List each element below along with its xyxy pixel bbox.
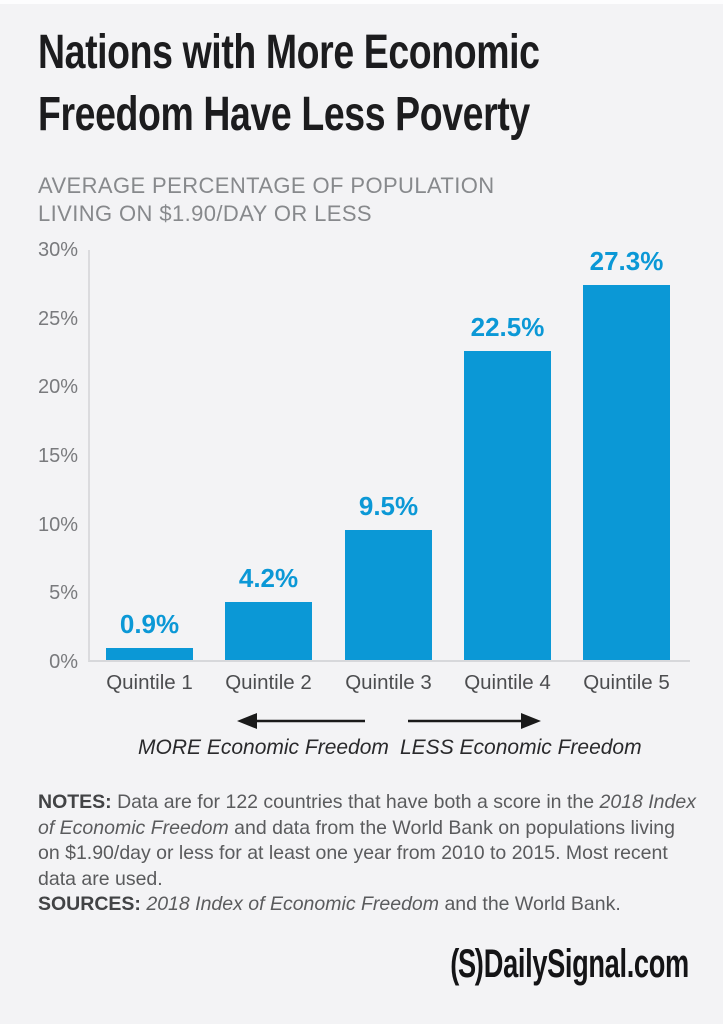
y-axis-tick-label: 15% <box>37 445 78 467</box>
y-axis-tick-label: 5% <box>49 582 78 605</box>
chart-subtitle: AVERAGE PERCENTAGE OF POPULATION LIVING … <box>38 172 598 228</box>
bar-column: 22.5% Quintile 4 <box>464 250 551 694</box>
direction-arrows <box>237 713 541 729</box>
page-title-line2: Freedom Have Less Poverty <box>38 88 530 141</box>
page-title-line1: Nations with More Economic <box>38 26 540 79</box>
bar-quintile-1 <box>106 647 193 660</box>
daily-signal-logo: (S)DailySignal.com <box>450 942 689 987</box>
note-text: Data are for 122 countries that have bot… <box>111 791 600 813</box>
bar-column: 4.2% Quintile 2 <box>225 250 312 694</box>
y-axis-tick-label: 30% <box>37 239 78 261</box>
note-italic-text: 2018 Index of Economic Freedom <box>146 893 440 915</box>
more-economic-freedom-label: MORE Economic Freedom <box>138 736 389 759</box>
x-axis-label: Quintile 3 <box>345 671 432 694</box>
bar-column: 27.3% Quintile 5 <box>583 246 670 694</box>
note-text: and the World Bank. <box>439 893 621 915</box>
note-label: NOTES: <box>38 791 112 813</box>
bar-quintile-2 <box>225 602 312 660</box>
note-italic-text: 2018 Index of Economic Freedom <box>38 791 696 839</box>
note-text: and data from the World Bank on populati… <box>38 816 675 890</box>
bar-quintile-5 <box>583 285 670 660</box>
note-label: SOURCES: <box>38 893 141 915</box>
y-axis-tick-label: 10% <box>37 513 78 536</box>
notes-and-sources: NOTES: Data are for 122 countries that h… <box>38 790 698 918</box>
y-axis-tick-label: 25% <box>37 307 78 330</box>
top-edge-strip <box>0 0 723 4</box>
left-arrowhead-icon <box>237 713 257 729</box>
x-axis-label: Quintile 1 <box>106 671 193 694</box>
page-title: Nations with More Economic Freedom Have … <box>38 22 693 146</box>
less-freedom-arrow <box>408 713 541 729</box>
bar-column: 9.5% Quintile 3 <box>345 250 432 694</box>
x-axis-label: Quintile 5 <box>583 671 670 694</box>
x-axis-label: Quintile 2 <box>225 671 312 694</box>
less-economic-freedom-label: LESS Economic Freedom <box>400 736 642 759</box>
x-axis-label: Quintile 4 <box>464 671 551 694</box>
daily-signal-logo-mark-icon: (S) <box>450 942 484 986</box>
bar-chart-plot-area: 0.9% Quintile 1 4.2% Quintile 2 9.5% Quintile… <box>88 246 690 694</box>
daily-signal-logo-text: DailySignal.com <box>483 942 689 986</box>
note-paragraph: NOTES: Data are for 122 countries that h… <box>38 790 698 892</box>
bar-value-label: 22.5% <box>470 312 545 342</box>
more-freedom-arrow <box>237 713 365 729</box>
bar-column: 0.9% Quintile 1 <box>106 250 193 694</box>
bar-value-label: 27.3% <box>589 246 664 277</box>
bar-quintile-4 <box>464 351 551 660</box>
bar-value-label: 4.2% <box>238 563 299 594</box>
bar-value-label: 9.5% <box>358 490 419 521</box>
y-axis: 0% 5% 10% 15% 20% 25% 30% <box>18 239 78 673</box>
note-paragraph: SOURCES: 2018 Index of Economic Freedom … <box>38 892 698 918</box>
y-axis-tick-label: 20% <box>37 376 78 399</box>
bar-quintile-3 <box>345 529 432 660</box>
chart-subtitle-line2: LIVING ON $1.90/DAY OR LESS <box>38 201 373 226</box>
y-axis-tick-label: 0% <box>49 651 78 673</box>
bar-value-label: 0.9% <box>119 608 180 639</box>
chart-subtitle-line1: AVERAGE PERCENTAGE OF POPULATION <box>38 173 495 198</box>
right-arrowhead-icon <box>521 713 541 729</box>
